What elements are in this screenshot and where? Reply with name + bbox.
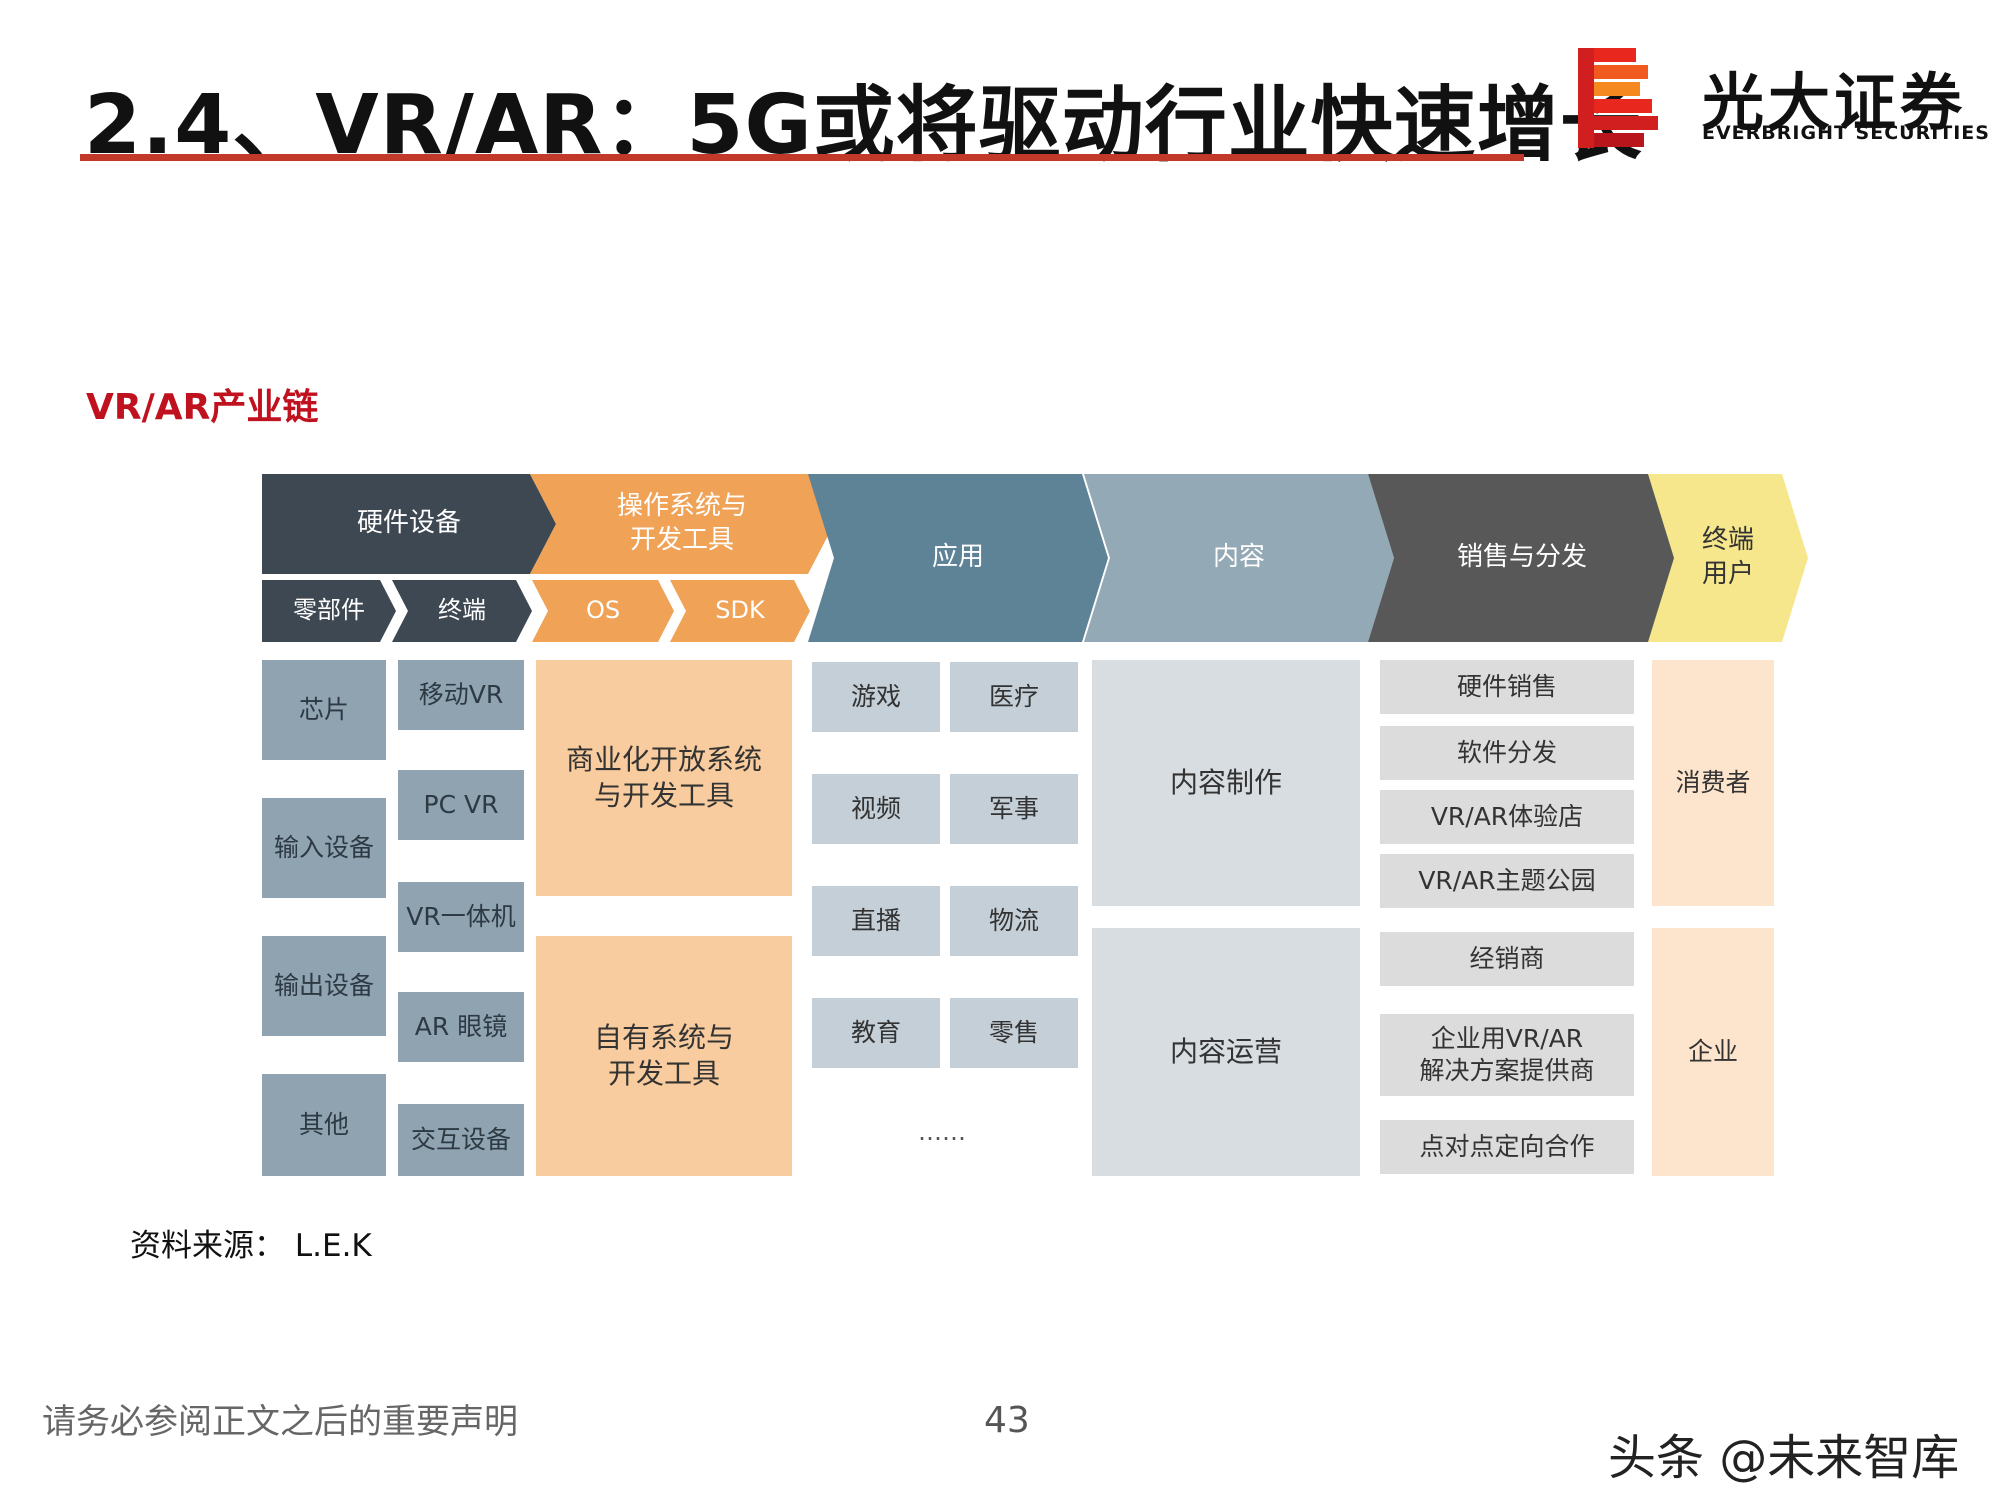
source-note: 资料来源： L.E.K — [130, 1228, 372, 1264]
application-item: 直播 — [812, 886, 940, 956]
page-number: 43 — [984, 1400, 1030, 1441]
sales-item: VR/AR主题公园 — [1380, 854, 1634, 908]
end-user-item: 消费者 — [1652, 660, 1774, 906]
terminal-item: AR 眼镜 — [398, 992, 524, 1062]
application-item: 军事 — [950, 774, 1078, 844]
header-end-users: 终端 用户 — [1648, 474, 1808, 642]
application-item: 物流 — [950, 886, 1078, 956]
applications-ellipsis: …… — [918, 1118, 966, 1146]
subheader-components: 零部件 — [262, 580, 396, 642]
header-content: 内容 — [1084, 474, 1394, 642]
terminal-item: 移动VR — [398, 660, 524, 730]
content-item: 内容运营 — [1092, 928, 1360, 1176]
disclaimer-text: 请务必参阅正文之后的重要声明 — [42, 1402, 518, 1442]
sales-item: VR/AR体验店 — [1380, 790, 1634, 844]
logo-text-en: EVERBRIGHT SECURITIES — [1702, 122, 1990, 144]
content-item: 内容制作 — [1092, 660, 1360, 906]
application-item: 零售 — [950, 998, 1078, 1068]
logo-text-cn: 光大证券 — [1702, 66, 1967, 139]
component-item: 输出设备 — [262, 936, 386, 1036]
application-item: 教育 — [812, 998, 940, 1068]
os-tools-item: 商业化开放系统 与开发工具 — [536, 660, 792, 896]
header-os-tools: 操作系统与 开发工具 — [530, 474, 834, 574]
component-item: 芯片 — [262, 660, 386, 760]
header-sales-distribution: 销售与分发 — [1368, 474, 1676, 642]
application-item: 游戏 — [812, 662, 940, 732]
application-item: 医疗 — [950, 662, 1078, 732]
sales-item: 软件分发 — [1380, 726, 1634, 780]
subheader-os: OS — [532, 580, 674, 642]
terminal-item: VR一体机 — [398, 882, 524, 952]
terminal-item: PC VR — [398, 770, 524, 840]
application-item: 视频 — [812, 774, 940, 844]
diagram-caption: VR/AR产业链 — [86, 387, 319, 428]
component-item: 输入设备 — [262, 798, 386, 898]
everbright-logo-icon — [1578, 48, 1658, 148]
subheader-sdk: SDK — [670, 580, 810, 642]
subheader-terminal: 终端 — [392, 580, 532, 642]
header-hardware: 硬件设备 — [262, 474, 556, 574]
title-underline — [80, 154, 1524, 161]
sales-item: 点对点定向合作 — [1380, 1120, 1634, 1174]
watermark-text: 头条 @未来智库 — [1608, 1430, 1960, 1486]
terminal-item: 交互设备 — [398, 1104, 524, 1176]
header-applications: 应用 — [808, 474, 1108, 642]
sales-item: 硬件销售 — [1380, 660, 1634, 714]
end-user-item: 企业 — [1652, 928, 1774, 1176]
sales-item: 企业用VR/AR 解决方案提供商 — [1380, 1014, 1634, 1096]
sales-item: 经销商 — [1380, 932, 1634, 986]
os-tools-item: 自有系统与 开发工具 — [536, 936, 792, 1176]
component-item: 其他 — [262, 1074, 386, 1176]
